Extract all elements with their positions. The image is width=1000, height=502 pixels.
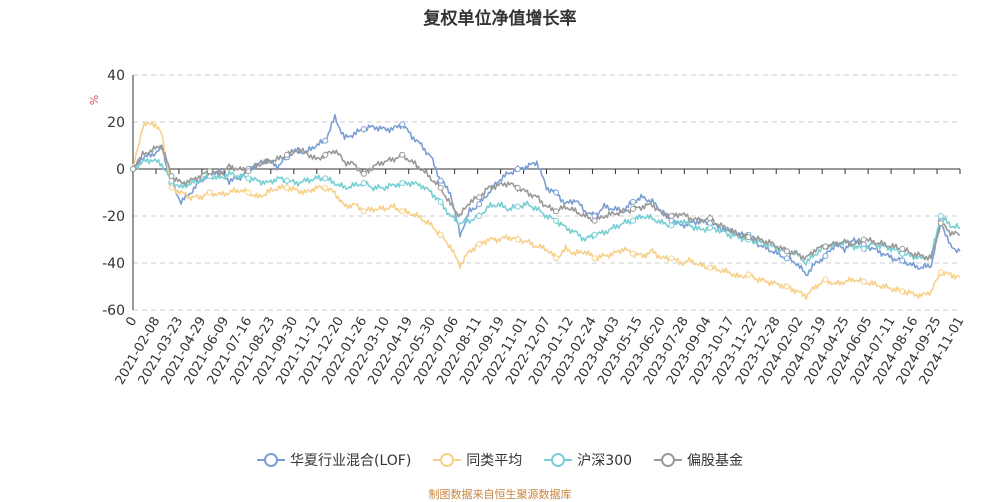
- data-point: [360, 208, 367, 215]
- data-point: [360, 180, 367, 187]
- legend-label: 沪深300: [577, 453, 633, 469]
- data-point: [553, 208, 560, 215]
- x-tick-label: 0: [123, 315, 140, 330]
- data-point: [283, 151, 290, 158]
- chart-title: 复权单位净值增长率: [423, 9, 577, 29]
- data-point: [591, 231, 598, 238]
- series-line: [132, 144, 961, 261]
- data-point: [514, 203, 521, 210]
- data-point: [745, 234, 752, 241]
- legend-swatch-icon: [256, 453, 285, 467]
- legend: 华夏行业混合(LOF) 同类平均 沪深300 偏股基金: [0, 450, 1000, 470]
- data-point: [783, 248, 790, 255]
- data-point: [668, 222, 675, 229]
- data-point: [322, 137, 329, 144]
- data-point: [476, 201, 483, 208]
- data-point: [899, 245, 906, 252]
- data-point: [360, 170, 367, 177]
- data-point: [399, 208, 406, 215]
- data-point: [860, 278, 867, 285]
- grid-lines: [133, 74, 960, 311]
- data-point: [668, 213, 675, 219]
- data-point: [937, 213, 944, 219]
- data-point: [360, 126, 367, 133]
- data-point: [514, 184, 521, 191]
- data-point: [514, 166, 521, 172]
- data-point: [860, 245, 867, 252]
- data-point: [168, 173, 175, 180]
- data-point: [322, 151, 329, 158]
- data-point: [783, 283, 790, 290]
- series-line: [132, 121, 961, 301]
- data-point: [707, 264, 713, 271]
- data-point: [630, 198, 636, 205]
- data-point: [437, 177, 444, 184]
- legend-label: 华夏行业混合(LOF): [289, 453, 412, 469]
- axes: 40200-20-40-6002021-02-082021-03-232021-…: [102, 68, 967, 387]
- legend-label: 同类平均: [466, 453, 523, 469]
- data-point: [937, 220, 944, 227]
- source-footer: 制图数据来自恒生聚源数据库: [428, 488, 572, 501]
- data-point: [322, 184, 329, 191]
- y-tick-label: 0: [116, 162, 125, 178]
- data-point: [553, 255, 560, 262]
- data-point: [168, 184, 175, 191]
- data-point: [514, 236, 521, 243]
- data-point: [591, 255, 598, 262]
- data-point: [899, 257, 906, 264]
- data-point: [668, 255, 675, 262]
- data-point: [783, 255, 790, 262]
- data-point: [553, 217, 560, 224]
- y-tick-label: -20: [102, 209, 125, 225]
- data-point: [130, 166, 136, 172]
- data-point: [437, 184, 444, 191]
- data-point: [822, 276, 829, 283]
- legend-swatch-icon: [433, 453, 462, 467]
- data-point: [591, 217, 598, 224]
- data-point: [245, 175, 252, 182]
- data-point: [630, 217, 636, 224]
- data-point: [822, 243, 829, 250]
- data-point: [283, 177, 290, 184]
- data-point: [553, 189, 560, 196]
- legend-item[interactable]: 华夏行业混合(LOF): [256, 450, 412, 470]
- legend-item[interactable]: 同类平均: [433, 450, 522, 470]
- data-point: [476, 213, 483, 219]
- data-point: [707, 224, 713, 231]
- legend-label: 偏股基金: [687, 453, 744, 469]
- data-point: [322, 175, 329, 182]
- legend-item[interactable]: 偏股基金: [654, 450, 743, 470]
- data-point: [245, 189, 252, 196]
- data-point: [630, 250, 636, 257]
- data-point: [399, 121, 406, 128]
- y-tick-label: 20: [107, 115, 125, 131]
- data-point: [476, 194, 483, 201]
- data-point: [937, 269, 944, 276]
- data-point: [630, 205, 636, 212]
- data-point: [399, 180, 406, 187]
- data-point: [437, 231, 444, 238]
- legend-swatch-icon: [654, 453, 683, 467]
- data-point: [822, 253, 829, 259]
- series-lines: [130, 113, 961, 301]
- data-point: [745, 271, 752, 278]
- y-axis-unit-label: %: [88, 95, 101, 105]
- data-point: [283, 184, 290, 191]
- legend-item[interactable]: 沪深300: [544, 450, 632, 470]
- y-tick-label: -60: [102, 303, 125, 319]
- data-point: [476, 241, 483, 248]
- y-tick-label: 40: [107, 68, 125, 84]
- data-point: [245, 168, 252, 175]
- y-tick-label: -40: [102, 256, 125, 272]
- data-point: [206, 189, 213, 196]
- series-line: [132, 113, 961, 277]
- data-point: [399, 151, 406, 158]
- data-point: [899, 288, 906, 295]
- data-point: [707, 215, 713, 222]
- legend-swatch-icon: [544, 453, 573, 467]
- data-point: [206, 168, 213, 175]
- data-point: [860, 236, 867, 243]
- data-point: [437, 198, 444, 205]
